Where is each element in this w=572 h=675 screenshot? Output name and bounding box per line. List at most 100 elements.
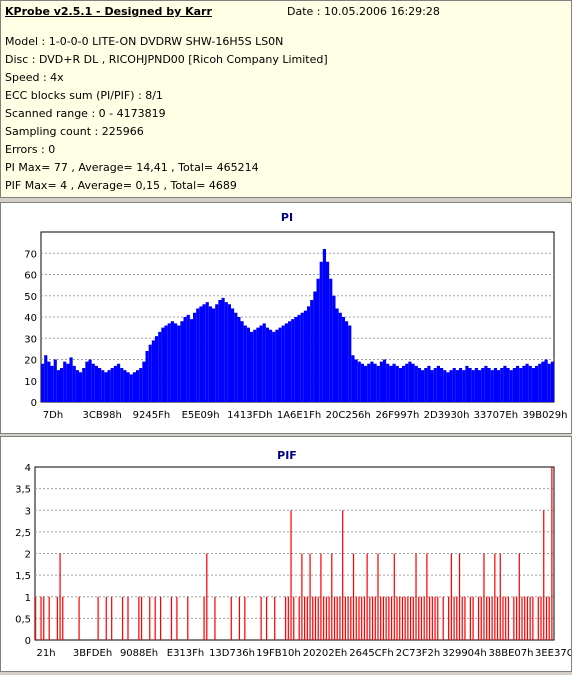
data-bar <box>43 596 45 640</box>
data-bar <box>250 331 254 403</box>
data-bar <box>294 317 298 402</box>
data-bar <box>206 553 208 640</box>
data-bar <box>383 359 387 402</box>
data-bar <box>486 596 488 640</box>
data-bar <box>503 365 507 403</box>
data-bar <box>246 327 250 403</box>
disc-line: Disc : DVD+R DL , RICOHJPND00 [Ricoh Com… <box>5 53 328 66</box>
data-bar <box>154 596 156 640</box>
data-bar <box>480 596 482 640</box>
data-bar <box>335 308 339 402</box>
data-bar <box>274 596 276 640</box>
data-bar <box>176 596 178 640</box>
data-bar <box>521 596 523 640</box>
data-bar <box>167 323 171 403</box>
data-bar <box>461 596 463 640</box>
data-bar <box>522 365 526 403</box>
data-bar <box>256 327 260 403</box>
data-bar <box>429 596 431 640</box>
data-bar <box>323 596 325 640</box>
data-bar <box>325 596 327 640</box>
data-bar <box>355 596 357 640</box>
data-bar <box>345 321 349 402</box>
data-bar <box>322 249 326 402</box>
data-bar <box>126 372 130 402</box>
data-bar <box>111 596 113 640</box>
data-bar <box>284 323 288 403</box>
data-bar <box>411 363 415 402</box>
data-bar <box>545 596 548 640</box>
data-bar <box>237 317 241 402</box>
data-bar <box>392 363 396 402</box>
x-tick-label: 3CB98h <box>83 410 122 421</box>
y-tick-label: 20 <box>24 356 37 367</box>
data-bar <box>437 596 439 640</box>
x-tick-label: 2D3930h <box>424 410 470 421</box>
data-bar <box>393 553 395 640</box>
data-bar <box>488 596 491 640</box>
data-bar <box>53 359 57 402</box>
data-bar <box>478 370 482 403</box>
x-tick-label: 38BE07h <box>489 648 534 659</box>
data-bar <box>465 365 469 403</box>
data-bar <box>528 365 532 403</box>
data-bar <box>543 510 545 640</box>
data-bar <box>107 370 111 403</box>
data-bar <box>513 596 515 640</box>
data-bar <box>180 321 184 402</box>
data-bar <box>415 553 417 640</box>
data-bar <box>537 596 539 640</box>
data-bar <box>529 596 531 640</box>
data-bar <box>363 596 366 640</box>
data-bar <box>69 357 73 403</box>
pif-chart-panel: PIF 0 0,5 1 1,5 2 2,5 3 3,5 4 21h 3BFDEh 9088Eh E313F… <box>0 436 572 672</box>
data-bar <box>66 363 70 402</box>
data-bar <box>301 553 303 640</box>
data-bar <box>300 312 304 402</box>
data-bar <box>203 596 205 640</box>
data-bar <box>208 306 212 403</box>
data-bar <box>293 596 295 640</box>
x-tick-label: 2C73F2h <box>396 648 441 659</box>
data-bar <box>230 596 232 640</box>
data-bar <box>390 596 393 640</box>
data-bar <box>338 312 342 402</box>
y-tick-label: 0 <box>25 636 31 647</box>
x-tick-label: 26F997h <box>375 410 419 421</box>
data-bar <box>395 365 399 403</box>
y-tick-label: 1,5 <box>15 571 31 582</box>
data-bar <box>56 596 58 640</box>
data-bar <box>35 596 37 640</box>
x-tick-label: 39B029h <box>522 410 567 421</box>
data-bar <box>551 467 553 640</box>
x-tick-label: 9088Eh <box>120 648 158 659</box>
data-bar <box>357 361 361 403</box>
data-bar <box>360 363 364 402</box>
data-bar <box>459 368 463 402</box>
data-bar <box>512 368 516 402</box>
data-bar <box>260 596 262 640</box>
data-bar <box>389 365 393 403</box>
data-bar <box>535 365 539 403</box>
data-bar <box>288 321 292 402</box>
data-bar <box>212 308 216 402</box>
data-bar <box>532 596 534 640</box>
data-bar <box>317 596 319 640</box>
data-bar <box>550 361 554 403</box>
pif-summary-line: PIF Max= 4 , Average= 0,15 , Total= 4689 <box>5 179 237 192</box>
data-bar <box>105 596 107 640</box>
data-bar <box>472 596 474 640</box>
data-bar <box>221 297 225 402</box>
data-bar <box>417 368 421 402</box>
data-bar <box>132 372 136 402</box>
data-bar <box>328 596 330 640</box>
data-bar <box>59 553 61 640</box>
data-bar <box>50 365 54 403</box>
data-bar <box>344 596 346 640</box>
data-bar <box>272 331 276 403</box>
data-bar <box>269 329 273 402</box>
data-bar <box>352 553 355 640</box>
data-bar <box>275 329 279 402</box>
data-bar <box>336 596 338 640</box>
data-bar <box>199 306 203 403</box>
